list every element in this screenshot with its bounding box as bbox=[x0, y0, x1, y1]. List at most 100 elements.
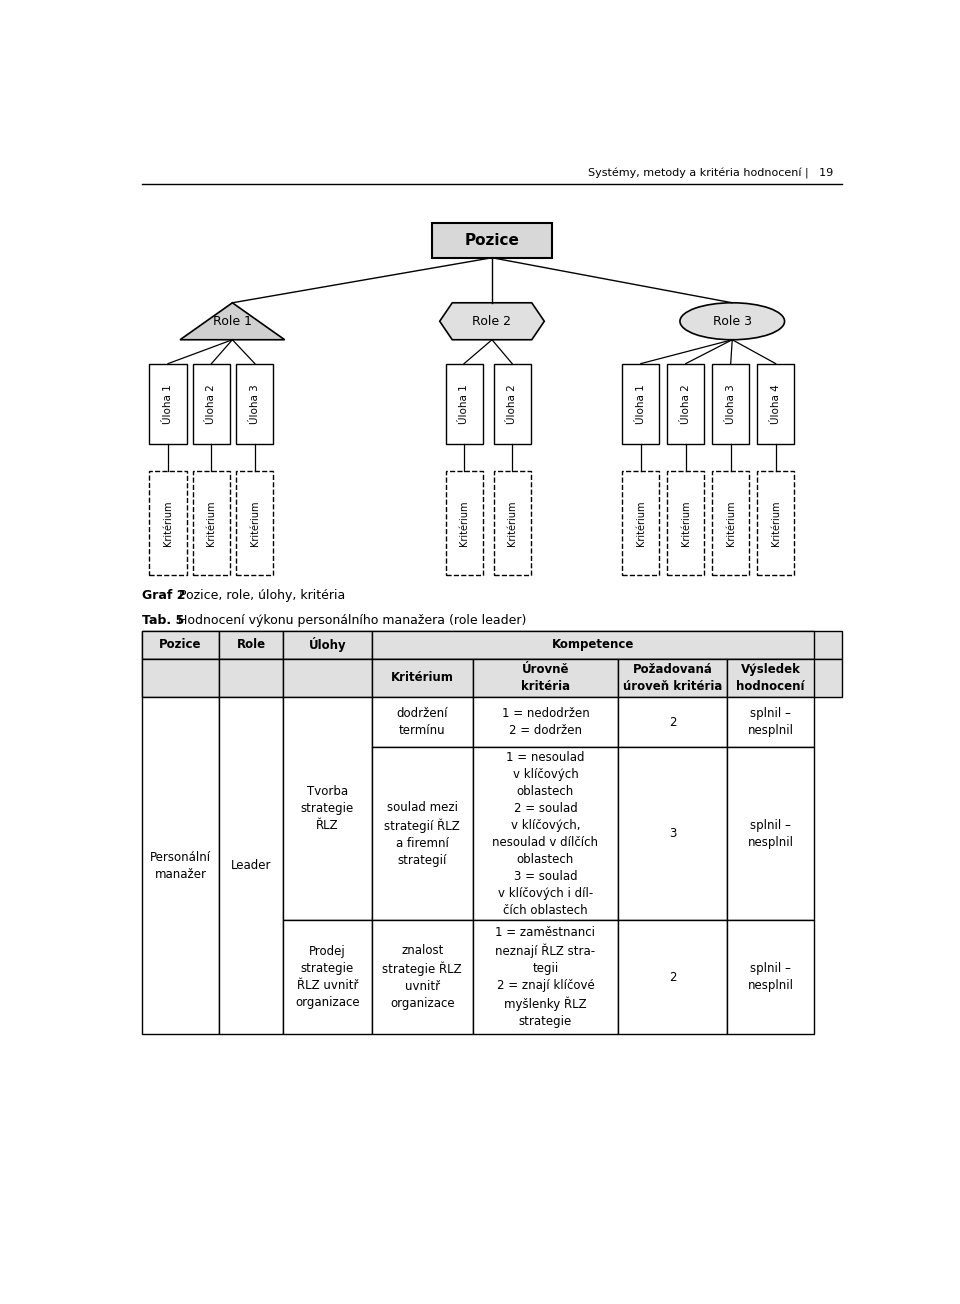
Bar bbox=[283, 921, 372, 1034]
Text: Kritérium: Kritérium bbox=[636, 501, 646, 546]
Bar bbox=[712, 472, 750, 575]
Text: splnil –
nesplnil: splnil – nesplnil bbox=[748, 707, 794, 737]
Bar bbox=[142, 631, 842, 659]
Bar bbox=[142, 659, 219, 698]
Bar bbox=[472, 659, 618, 698]
Text: Úloha 4: Úloha 4 bbox=[771, 385, 780, 424]
Text: splnil –
nesplnil: splnil – nesplnil bbox=[748, 819, 794, 849]
Text: Leader: Leader bbox=[230, 859, 272, 872]
Text: Role 1: Role 1 bbox=[213, 314, 252, 327]
Text: 1 = nedodržen
2 = dodržen: 1 = nedodržen 2 = dodržen bbox=[501, 707, 589, 737]
Bar bbox=[372, 698, 472, 747]
Bar bbox=[757, 364, 794, 445]
Bar bbox=[493, 364, 531, 445]
Text: Úlohy: Úlohy bbox=[308, 638, 347, 652]
Text: Role 3: Role 3 bbox=[712, 314, 752, 327]
Text: Prodej
strategie
ŘLZ uvnitř
organizace: Prodej strategie ŘLZ uvnitř organizace bbox=[295, 945, 360, 1009]
Bar bbox=[618, 921, 727, 1034]
Bar bbox=[472, 698, 618, 747]
Bar bbox=[445, 364, 483, 445]
Text: Kritérium: Kritérium bbox=[507, 501, 517, 546]
Text: 2: 2 bbox=[669, 970, 677, 983]
Bar bbox=[193, 472, 230, 575]
Bar bbox=[445, 472, 483, 575]
Text: Úloha 1: Úloha 1 bbox=[636, 385, 646, 424]
Polygon shape bbox=[180, 303, 285, 340]
Text: Kritérium: Kritérium bbox=[206, 501, 216, 546]
Bar bbox=[142, 631, 219, 659]
Bar bbox=[142, 659, 842, 698]
Text: znalost
strategie ŘLZ
uvnitř
organizace: znalost strategie ŘLZ uvnitř organizace bbox=[382, 944, 462, 1011]
Bar bbox=[236, 364, 274, 445]
Bar bbox=[727, 747, 814, 921]
Text: Pozice: Pozice bbox=[465, 233, 519, 248]
Text: Kritérium: Kritérium bbox=[726, 501, 735, 546]
Text: Úloha 2: Úloha 2 bbox=[507, 385, 517, 424]
Text: Úrovně
kritéria: Úrovně kritéria bbox=[521, 662, 570, 692]
Bar bbox=[757, 472, 794, 575]
Text: dodržení
termínu: dodržení termínu bbox=[396, 707, 448, 737]
Bar bbox=[283, 631, 372, 659]
Text: Pozice, role, úlohy, kritéria: Pozice, role, úlohy, kritéria bbox=[171, 589, 346, 602]
Bar bbox=[236, 472, 274, 575]
Text: Kompetence: Kompetence bbox=[552, 638, 635, 651]
Text: Kritérium: Kritérium bbox=[681, 501, 691, 546]
Bar bbox=[667, 472, 705, 575]
Text: Úloha 1: Úloha 1 bbox=[163, 385, 173, 424]
Text: 3: 3 bbox=[669, 827, 676, 840]
Bar bbox=[372, 659, 472, 698]
Bar bbox=[150, 364, 186, 445]
Text: Hodnocení výkonu personálního manažera (role leader): Hodnocení výkonu personálního manažera (… bbox=[170, 614, 526, 627]
Bar bbox=[283, 698, 372, 921]
Text: Úloha 2: Úloha 2 bbox=[206, 385, 216, 424]
Text: Výsledek
hodnocení: Výsledek hodnocení bbox=[736, 662, 804, 692]
Bar bbox=[727, 921, 814, 1034]
Text: 1 = nesoulad
v klíčových
oblastech
2 = soulad
v klíčových,
nesoulad v dílčích
ob: 1 = nesoulad v klíčových oblastech 2 = s… bbox=[492, 751, 598, 917]
Text: Role: Role bbox=[236, 638, 266, 651]
Bar bbox=[219, 631, 283, 659]
Text: Pozice: Pozice bbox=[159, 638, 202, 651]
Bar bbox=[618, 659, 727, 698]
Text: Personální
manažer: Personální manažer bbox=[150, 850, 211, 880]
Text: Požadovaná
úroveň kritéria: Požadovaná úroveň kritéria bbox=[623, 662, 722, 692]
Text: Kritérium: Kritérium bbox=[250, 501, 260, 546]
Bar bbox=[727, 698, 814, 747]
Bar bbox=[472, 747, 618, 921]
Bar bbox=[472, 921, 618, 1034]
Text: Systémy, metody a kritéria hodnocení |   19: Systémy, metody a kritéria hodnocení | 1… bbox=[588, 168, 833, 179]
Text: 1 = zaměstnanci
neznají ŘLZ stra-
tegii
2 = znají klíčové
myšlenky ŘLZ
strategie: 1 = zaměstnanci neznají ŘLZ stra- tegii … bbox=[495, 926, 595, 1029]
Bar bbox=[493, 472, 531, 575]
Bar bbox=[142, 698, 219, 1034]
Text: soulad mezi
strategií ŘLZ
a firemní
strategií: soulad mezi strategií ŘLZ a firemní stra… bbox=[384, 801, 460, 867]
Bar bbox=[372, 747, 472, 921]
Ellipse shape bbox=[680, 303, 784, 340]
Polygon shape bbox=[440, 303, 544, 340]
Text: 2: 2 bbox=[669, 716, 677, 729]
Bar bbox=[667, 364, 705, 445]
Text: Kritérium: Kritérium bbox=[459, 501, 469, 546]
Text: Kritérium: Kritérium bbox=[163, 501, 173, 546]
Bar bbox=[150, 472, 186, 575]
Text: Úloha 3: Úloha 3 bbox=[250, 385, 260, 424]
Bar bbox=[372, 921, 472, 1034]
Text: Kritérium: Kritérium bbox=[771, 501, 780, 546]
Bar bbox=[219, 659, 283, 698]
Text: Úloha 2: Úloha 2 bbox=[681, 385, 691, 424]
Bar bbox=[727, 659, 814, 698]
Text: splnil –
nesplnil: splnil – nesplnil bbox=[748, 962, 794, 992]
Bar bbox=[712, 364, 750, 445]
Bar bbox=[618, 747, 727, 921]
Bar bbox=[283, 659, 372, 698]
Bar bbox=[193, 364, 230, 445]
Text: Graf 2: Graf 2 bbox=[142, 589, 185, 602]
Text: Tvorba
strategie
ŘLZ: Tvorba strategie ŘLZ bbox=[300, 785, 354, 832]
Text: Úloha 3: Úloha 3 bbox=[726, 385, 735, 424]
Text: Tab. 5: Tab. 5 bbox=[142, 614, 184, 627]
Text: Úloha 1: Úloha 1 bbox=[459, 385, 469, 424]
Text: Role 2: Role 2 bbox=[472, 314, 512, 327]
Bar bbox=[618, 698, 727, 747]
Bar bbox=[219, 698, 283, 1034]
Bar bbox=[622, 472, 660, 575]
Bar bbox=[372, 631, 814, 659]
Text: Kritérium: Kritérium bbox=[391, 672, 454, 685]
